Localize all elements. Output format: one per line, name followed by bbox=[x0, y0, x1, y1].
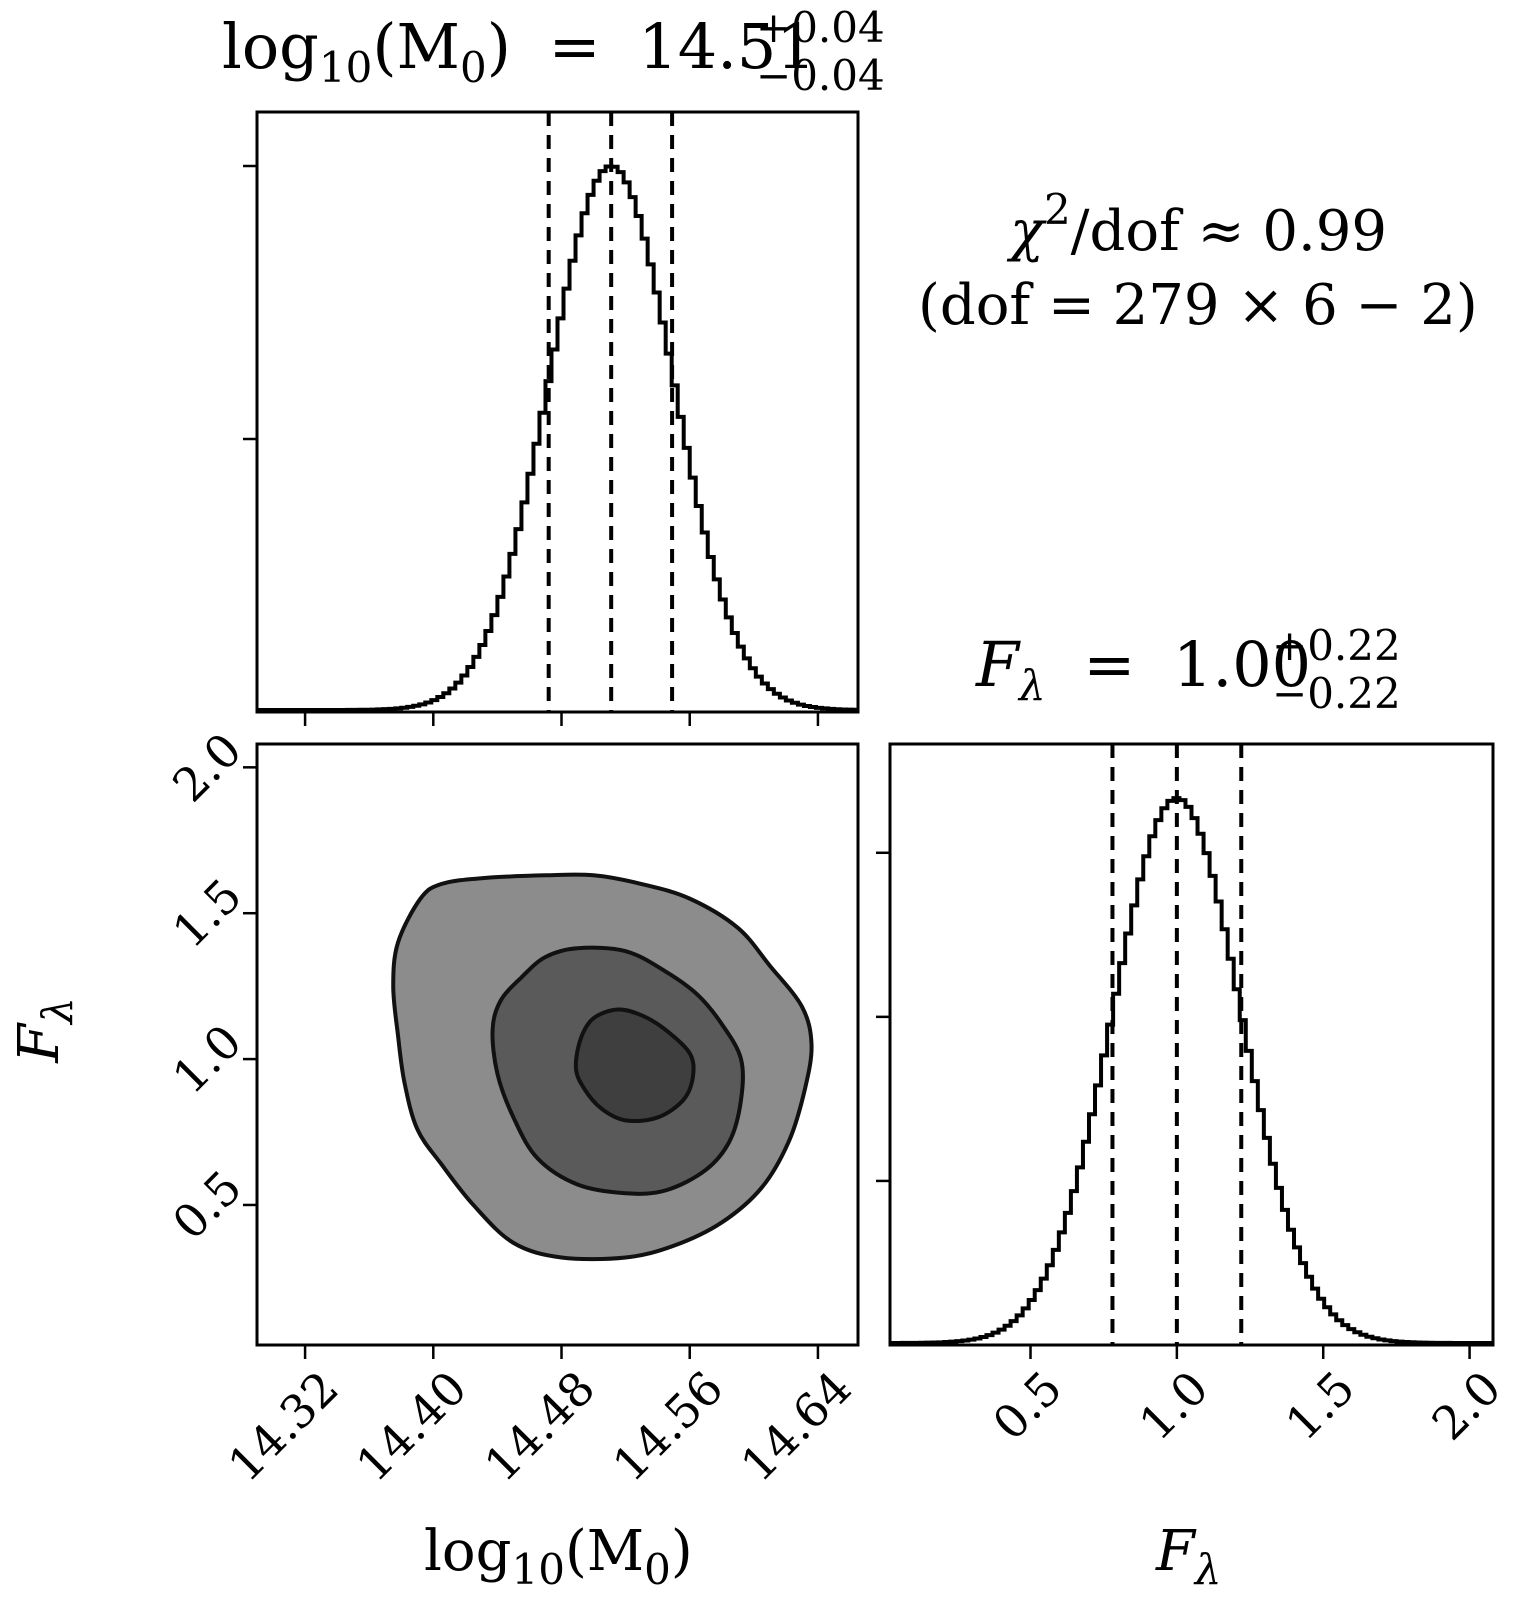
xtick-label-flambda-2: 1.5 bbox=[1275, 1361, 1365, 1451]
title-logm0-base-sub: 10 bbox=[319, 43, 372, 92]
title-logm0-equals: = bbox=[549, 10, 601, 83]
ytick-label-flambda-0: 0.5 bbox=[162, 1160, 252, 1250]
xlabel-logm0-arg-sub: 0 bbox=[644, 1545, 671, 1594]
xlabel-flambda: Fλ bbox=[1155, 1519, 1221, 1594]
xtick-label-flambda-1: 1.0 bbox=[1129, 1361, 1219, 1451]
title-logm0-arg-sub: 0 bbox=[460, 43, 487, 92]
marginal-panel-logm0 bbox=[243, 110, 860, 726]
xtick-label-flambda-0: 0.5 bbox=[982, 1361, 1072, 1451]
histogram-flambda bbox=[890, 796, 1493, 1345]
marginal-panel-flambda: 0.5 1.0 1.5 2.0 bbox=[876, 742, 1511, 1451]
title-flambda-sub: λ bbox=[1017, 661, 1046, 710]
title-flambda-value: 1.00 bbox=[1173, 628, 1311, 701]
frame-flambda bbox=[888, 742, 1495, 1347]
ylabel-flambda-sub: λ bbox=[33, 997, 82, 1026]
contour-level-3 bbox=[573, 1007, 696, 1123]
xtick-label-logm0-4: 14.64 bbox=[730, 1361, 861, 1492]
xlabel-flambda-base: F bbox=[1155, 1519, 1197, 1584]
xtick-label-logm0-2: 14.48 bbox=[474, 1361, 605, 1492]
xlabel-logm0-base: log bbox=[424, 1519, 511, 1584]
title-logm0-value: 14.51 bbox=[638, 10, 816, 83]
xtick-label-logm0-1: 14.40 bbox=[346, 1361, 477, 1492]
title-logm0-err-minus: −0.04 bbox=[756, 51, 885, 100]
frame-logm0 bbox=[255, 110, 860, 714]
chi2-annotation-line2: (dof = 279 × 6 − 2) bbox=[918, 273, 1478, 338]
title-logm0-arg: (M bbox=[372, 10, 460, 83]
title-logm0-close: ) bbox=[487, 10, 511, 83]
title-flambda-err-minus: −0.22 bbox=[1272, 669, 1401, 718]
ytick-label-flambda-2: 1.5 bbox=[162, 868, 252, 958]
title-logm0: log10(M0) = 14.51 bbox=[222, 10, 816, 92]
chi2-symbol: χ bbox=[1006, 199, 1047, 264]
frame-joint bbox=[255, 742, 860, 1347]
ytick-label-flambda-3: 2.0 bbox=[162, 722, 252, 812]
title-flambda-base: F bbox=[975, 628, 1021, 701]
ylabel-flambda-base: F bbox=[7, 1022, 72, 1064]
xtick-label-logm0-0: 14.32 bbox=[218, 1361, 349, 1492]
title-flambda: Fλ = 1.00 bbox=[975, 628, 1311, 715]
xlabel-logm0: log10(M0) bbox=[424, 1519, 693, 1594]
chi2-rest: /dof ≈ 0.99 bbox=[1071, 199, 1387, 264]
xtick-label-logm0-3: 14.56 bbox=[602, 1361, 733, 1492]
chi2-annotation-line1: χ2/dof ≈ 0.99 bbox=[1006, 185, 1387, 264]
title-flambda-err-plus: +0.22 bbox=[1272, 621, 1401, 670]
xlabel-logm0-arg: (M bbox=[565, 1519, 644, 1584]
title-logm0-base: log bbox=[222, 10, 319, 83]
xlabel-logm0-base-sub: 10 bbox=[511, 1545, 564, 1594]
histogram-logm0 bbox=[257, 164, 858, 712]
ylabel-flambda: Fλ bbox=[7, 997, 82, 1063]
ytick-label-flambda-1: 1.0 bbox=[162, 1014, 252, 1104]
title-logm0-err-plus: +0.04 bbox=[756, 3, 885, 52]
xtick-label-flambda-3: 2.0 bbox=[1421, 1361, 1511, 1451]
chi2-superscript: 2 bbox=[1044, 185, 1071, 234]
title-flambda-equals: = bbox=[1083, 628, 1135, 701]
xlabel-flambda-sub: λ bbox=[1193, 1545, 1222, 1594]
xlabel-logm0-close: ) bbox=[671, 1519, 693, 1584]
